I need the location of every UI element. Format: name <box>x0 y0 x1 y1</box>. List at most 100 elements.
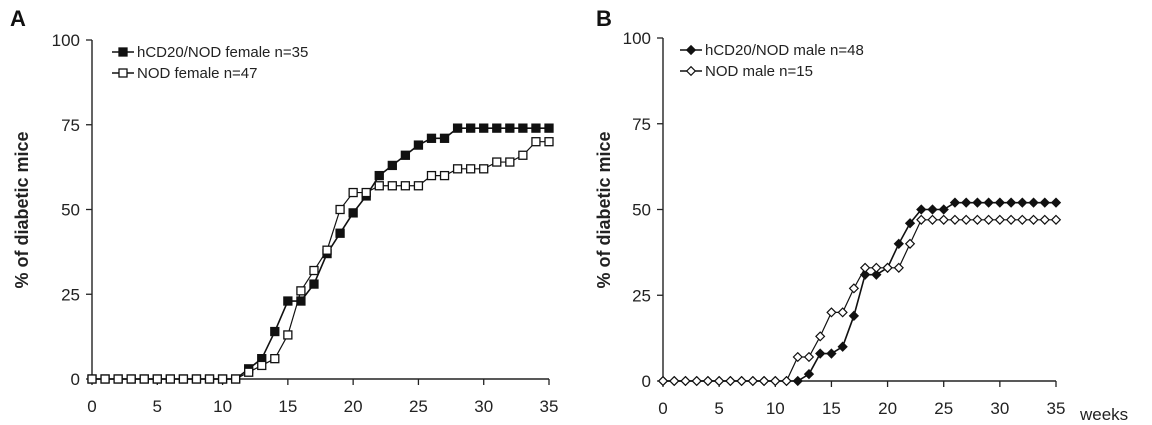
panel-a-x-tick-label: 10 <box>213 397 232 416</box>
panel-b-data-point-s2 <box>702 375 714 387</box>
panel-b-data-point-s2 <box>972 214 983 225</box>
panel-b-data-point-s1 <box>1050 197 1062 208</box>
panel-a-data-point-s2 <box>126 374 136 384</box>
panel-a-data-point-s2 <box>87 374 97 384</box>
panel-a-legend-marker-1 <box>118 47 128 57</box>
panel-b-data-point-s2 <box>770 375 781 387</box>
panel-b-data-point-s1 <box>994 197 1006 208</box>
panel-b-data-point-s2 <box>938 214 949 225</box>
panel-b-data-point-s1 <box>938 204 949 215</box>
panel-b: B % of diabetic mice weeks 0 25 50 75 100 0 5 1… <box>594 6 1128 424</box>
panel-b-data-point-s1 <box>949 197 961 208</box>
panel-a-data-point-s2 <box>426 170 437 181</box>
panel-b-y-tick-label: 50 <box>632 201 651 220</box>
panel-a-data-point-s2 <box>492 157 502 167</box>
panel-a-data-point-s2 <box>270 354 280 364</box>
panel-a-y-tick-label: 75 <box>61 116 80 135</box>
panel-a-data-point-s2 <box>257 360 267 371</box>
panel-a-data-point-s1 <box>531 123 541 133</box>
panel-a-x-tick-label: 20 <box>344 397 363 416</box>
panel-b-data-point-s1 <box>893 238 904 249</box>
panel-a-x-tick-label: 5 <box>153 397 162 416</box>
panel-b-data-point-s2 <box>994 214 1006 225</box>
panel-b-data-point-s1 <box>1017 197 1028 208</box>
panel-b-x-tick-label: 30 <box>990 399 1009 418</box>
panel-b-data-point-s1 <box>803 368 815 380</box>
panel-b-data-point-s2 <box>916 214 927 225</box>
panel-a-series-line-2 <box>92 141 549 380</box>
panel-b-data-point-s1 <box>837 341 848 352</box>
panel-a: A % of diabetic mice 0 25 50 75 100 0 5 10 15 20 2… <box>10 6 558 416</box>
panel-a-data-point-s2 <box>244 367 254 377</box>
panel-b-data-point-s2 <box>927 214 938 225</box>
panel-b-data-point-s1 <box>848 310 860 321</box>
panel-b-legend-marker-2 <box>685 65 697 77</box>
panel-b-series-line-2 <box>663 219 1056 382</box>
panel-a-x-tick-label: 15 <box>278 397 297 416</box>
panel-b-data-point-s1 <box>1005 197 1017 208</box>
panel-a-data-point-s2 <box>335 204 345 215</box>
panel-a-data-point-s1 <box>387 160 397 171</box>
panel-a-data-point-s2 <box>439 170 450 181</box>
panel-b-data-point-s2 <box>826 307 837 318</box>
panel-b-y-tick-label: 0 <box>642 372 651 391</box>
panel-b-data-point-s2 <box>792 351 803 363</box>
panel-a-data-point-s2 <box>518 150 528 160</box>
panel-a-data-point-s2 <box>296 286 306 296</box>
panel-a-data-point-s1 <box>426 133 437 143</box>
panel-b-y-axis-label: % of diabetic mice <box>594 131 614 288</box>
panel-a-data-point-s1 <box>296 296 306 306</box>
panel-a-data-point-s1 <box>452 123 463 133</box>
panel-b-data-point-s1 <box>815 348 826 359</box>
panel-a-plot-area: 0 25 50 75 100 0 5 10 15 20 25 30 35 hCD20/NOD female… <box>52 31 559 416</box>
panel-b-data-point-s2 <box>848 283 860 294</box>
panel-b-x-axis-label: weeks <box>1079 405 1128 424</box>
panel-a-x-tick-label: 30 <box>474 397 493 416</box>
panel-a-x-tick-label: 0 <box>87 397 96 416</box>
panel-a-data-point-s2 <box>387 181 397 191</box>
panel-a-data-point-s2 <box>479 164 489 174</box>
panel-b-data-point-s2 <box>837 307 848 318</box>
panel-a-data-point-s2 <box>139 374 149 384</box>
panel-a-data-point-s1 <box>374 170 384 181</box>
panel-a-data-point-s2 <box>191 374 202 384</box>
panel-a-data-point-s1 <box>544 123 554 133</box>
panel-a-data-point-s1 <box>492 123 502 133</box>
panel-a-data-point-s2 <box>230 374 241 384</box>
panel-b-data-point-s2 <box>736 375 747 387</box>
panel-a-data-point-s2 <box>152 374 162 384</box>
panel-a-data-point-s2 <box>283 330 293 340</box>
panel-b-data-point-s1 <box>792 375 803 387</box>
panel-a-data-point-s1 <box>270 326 280 337</box>
panel-b-data-point-s2 <box>961 214 972 225</box>
panel-b-data-point-s2 <box>803 351 815 363</box>
panel-a-y-tick-label: 50 <box>61 201 80 220</box>
panel-b-data-point-s2 <box>859 262 871 273</box>
panel-a-letter: A <box>10 6 26 31</box>
panel-b-data-point-s2 <box>904 238 916 249</box>
panel-a-data-point-s2 <box>113 374 123 384</box>
panel-b-data-point-s2 <box>949 214 961 225</box>
panel-b-data-point-s2 <box>691 375 702 387</box>
panel-a-data-point-s2 <box>505 157 515 167</box>
panel-a-data-point-s1 <box>348 208 358 218</box>
panel-b-data-point-s2 <box>1017 214 1028 225</box>
panel-b-data-point-s2 <box>1028 214 1039 225</box>
panel-b-data-point-s1 <box>972 197 983 208</box>
panel-a-data-point-s2 <box>466 164 476 174</box>
panel-a-legend-label-2: NOD female n=47 <box>137 65 257 82</box>
panel-b-x-tick-label: 15 <box>822 399 841 418</box>
panel-b-data-point-s2 <box>747 375 758 387</box>
panel-b-data-point-s2 <box>815 331 826 342</box>
panel-b-data-point-s1 <box>961 197 972 208</box>
panel-b-y-tick-label: 75 <box>632 115 651 134</box>
panel-a-y-axis-label: % of diabetic mice <box>12 131 32 288</box>
panel-b-data-point-s2 <box>758 375 770 387</box>
panel-a-data-point-s2 <box>374 181 384 191</box>
panel-a-data-point-s2 <box>400 181 411 191</box>
panel-b-x-tick-label: 35 <box>1047 399 1066 418</box>
panel-a-data-point-s2 <box>452 164 463 174</box>
panel-b-data-point-s2 <box>669 375 680 387</box>
panel-b-data-point-s2 <box>983 214 994 225</box>
